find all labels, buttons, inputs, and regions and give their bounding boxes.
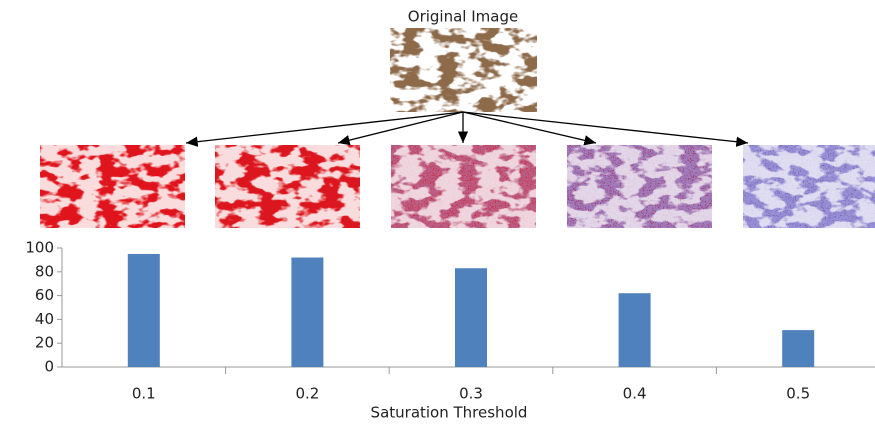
y-tick-label: 20 [35, 334, 54, 352]
x-tick-label: 0.3 [459, 385, 483, 403]
y-tick-label: 0 [44, 358, 54, 376]
arrows [186, 112, 748, 143]
bar [291, 258, 323, 367]
y-tick-label: 60 [35, 286, 54, 304]
x-tick-label: 0.1 [132, 385, 156, 403]
y-tick-label: 100 [25, 239, 54, 257]
image-label: Original Image [408, 8, 518, 26]
chart: 0 20 40 60 80 100 0.1 0.2 0.3 0.4 0.5 [25, 239, 875, 403]
bar [619, 293, 651, 367]
threshold-images [40, 145, 875, 228]
x-tick-label: 0.2 [295, 385, 319, 403]
y-tick-label: 80 [35, 262, 54, 280]
y-tick-label: 40 [35, 310, 54, 328]
figure: Original Image 0204060801000.10.20.30.40… [0, 0, 875, 428]
x-axis-label: Saturation Threshold [371, 404, 528, 422]
original-image [390, 28, 537, 112]
bar [128, 254, 160, 367]
bar [455, 268, 487, 367]
x-tick-label: 0.4 [623, 385, 647, 403]
x-tick-label: 0.5 [786, 385, 810, 403]
bar [782, 330, 814, 367]
